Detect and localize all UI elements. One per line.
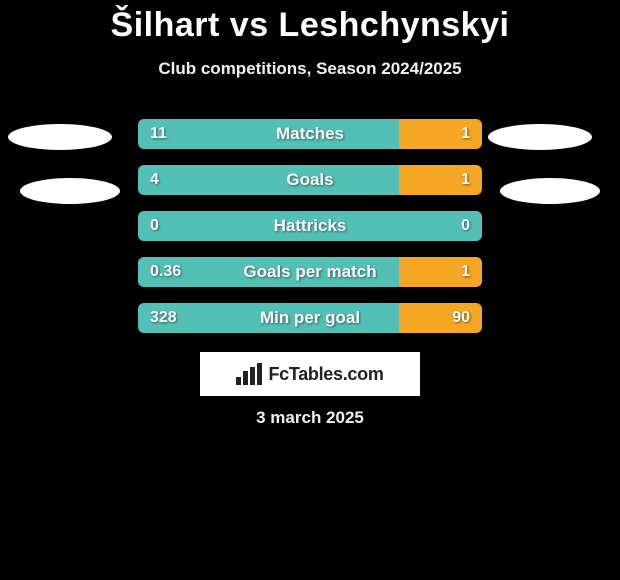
player-left-ellipse-bottom xyxy=(20,178,120,204)
bar-chart-icon xyxy=(236,363,262,385)
stat-row: 00Hattricks xyxy=(0,211,620,241)
stat-label: Matches xyxy=(138,119,482,149)
stats-rows: 111Matches41Goals00Hattricks0.361Goals p… xyxy=(0,119,620,333)
player-right-ellipse-top xyxy=(488,124,592,150)
stat-label: Goals xyxy=(138,165,482,195)
page-subtitle: Club competitions, Season 2024/2025 xyxy=(0,59,620,79)
date-text: 3 march 2025 xyxy=(0,408,620,428)
stat-label: Min per goal xyxy=(138,303,482,333)
page-title: Šilhart vs Leshchynskyi xyxy=(0,0,620,45)
logo-text: FcTables.com xyxy=(268,364,383,385)
player-right-ellipse-bottom xyxy=(500,178,600,204)
stat-row: 0.361Goals per match xyxy=(0,257,620,287)
stat-label: Goals per match xyxy=(138,257,482,287)
fctables-logo-link[interactable]: FcTables.com xyxy=(200,352,420,396)
stat-row: 32890Min per goal xyxy=(0,303,620,333)
player-left-ellipse-top xyxy=(8,124,112,150)
stat-label: Hattricks xyxy=(138,211,482,241)
comparison-infographic: Šilhart vs Leshchynskyi Club competition… xyxy=(0,0,620,580)
